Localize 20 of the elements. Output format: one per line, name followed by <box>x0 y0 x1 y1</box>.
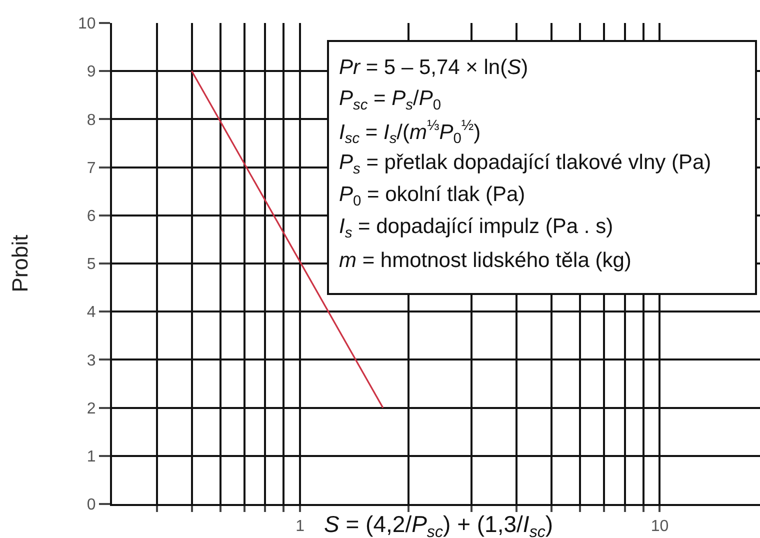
annotation: P$_{s}$ = přetlak dopadající tlakové vlny (Pa) <box>339 151 712 178</box>
y-tick-label: 3 <box>86 352 96 370</box>
annotation: m = hmotnost lidského těla (kg) <box>339 249 632 272</box>
y-tick-label: 1 <box>86 448 96 466</box>
y-tick-label: 0 <box>86 496 96 514</box>
annotation: P$_{0}$ = okolní tlak (Pa) <box>339 183 526 210</box>
y-axis-title: Probit <box>7 234 32 292</box>
y-tick-label: 10 <box>78 16 96 33</box>
y-tick-label: 7 <box>86 160 96 177</box>
text: I$_{sc}$ = I$_{s}$/(m$^{⅓}$P$_{0}$$^{½}$) <box>339 118 481 148</box>
annotation: P$_{sc}$ = P$_{s}$/P$_{0}$ <box>339 87 442 114</box>
annotation: I$_{s}$ = dopadající impulz (Pa . s) <box>339 215 614 242</box>
y-tick-label: 2 <box>86 400 96 418</box>
y-tick-label: 6 <box>86 208 96 225</box>
y-tick-label: 9 <box>86 64 96 81</box>
y-tick-label: 5 <box>86 256 96 274</box>
y-tick-label: 8 <box>86 112 96 129</box>
annotation: Pr = 5 – 5,74 × ln(S) <box>339 56 528 79</box>
y-tick-label: 4 <box>86 304 96 322</box>
x-axis-title: S = (4,2/P$_{sc}$) + (1,3/I$_{sc}$) <box>324 511 554 538</box>
